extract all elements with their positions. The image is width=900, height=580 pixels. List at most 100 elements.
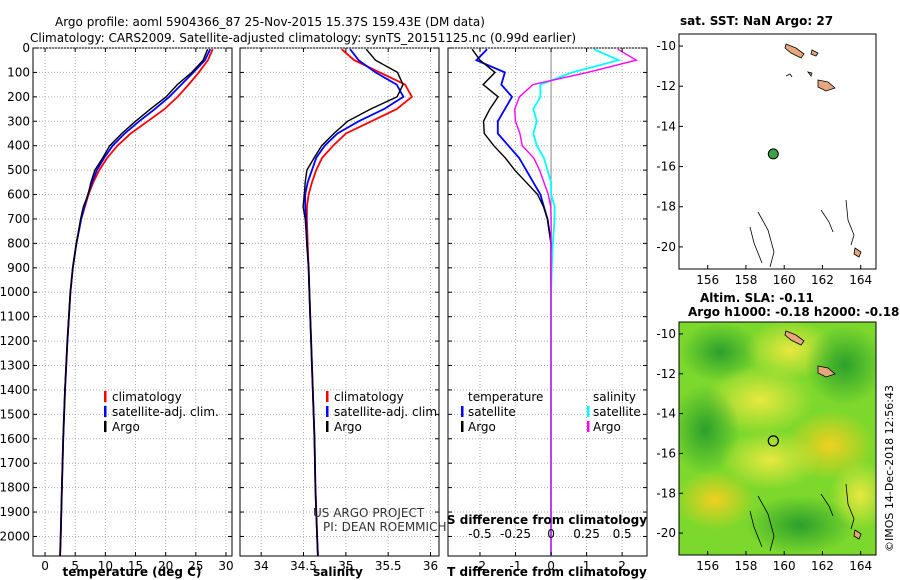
map-x-tick-label: 158 [734,559,757,573]
island-1 [784,330,805,346]
x-tick-label: 2 [618,559,626,573]
header-line2: Climatology: CARS2009. Satellite-adjuste… [30,31,576,45]
island-4 [807,71,813,77]
y-tick-label: 400 [7,139,30,153]
map-x-tick-label: 162 [811,559,834,573]
y-tick-label: 1900 [0,505,30,519]
salinity-legend: climatology satellite-adj. clim. Argo [326,390,441,434]
legend-swatch-argo [326,421,329,432]
x-tick-label: 5 [71,559,79,573]
argo-location-marker [767,435,779,447]
top-x-tick-label: 0 [547,527,555,541]
x-tick-label: 0 [41,559,49,573]
y-tick-label: 100 [7,65,30,79]
reef-small [785,73,793,78]
x-tick-label: -1 [510,559,522,573]
map-x-tick-label: 156 [696,559,719,573]
legend-swatch-satellite [104,406,107,417]
legend-argo: Argo [112,420,140,434]
legend-t-argo: Argo [468,420,496,434]
island-3 [817,365,836,378]
map-y-tick-label: -18 [656,486,676,500]
map-y-tick-label: -12 [656,79,676,93]
island-1 [784,43,805,59]
map-x-tick-label: 164 [849,273,872,287]
legend-climatology: climatology [334,390,404,404]
x-tick-label: 20 [158,559,173,573]
x-tick-label: 30 [218,559,233,573]
x-tick-label: 34 [254,559,269,573]
map-y-tick-label: -16 [656,160,676,174]
map-y-tick-label: -20 [656,240,676,254]
island-5 [853,247,862,258]
reef-outline-1 [820,483,855,530]
sla-blob [830,460,876,530]
reef-outline-2 [749,211,775,268]
temperature-xlabel: temperature (deg C) [63,565,202,579]
legend-climatology: climatology [112,390,182,404]
x-tick-label: 15 [128,559,143,573]
legend-s-argo: Argo [593,420,621,434]
top-x-tick-label: 0.5 [613,527,632,541]
map-y-tick-label: -18 [656,200,676,214]
reef-outline-1 [820,199,855,246]
y-tick-label: 500 [7,163,30,177]
top-x-tick-label: -0.5 [468,527,491,541]
x-tick-label: 25 [188,559,203,573]
legend-swatch-t-argo [461,421,464,432]
legend-salinity-title: salinity [593,390,636,404]
legend-swatch-climatology [326,391,329,402]
x-tick-label: 10 [98,559,113,573]
difference-legend: temperature satellite Argo salinity sate… [461,390,641,434]
tick-layer: 0 5 10 15 20 25 300100200300400500600700800900… [0,41,647,573]
series-line-climatology [59,48,214,557]
x-tick-label: -2 [474,559,486,573]
y-tick-label: 1300 [0,359,30,373]
map-y-tick-label: -10 [656,39,676,53]
curve-layer [59,48,639,557]
x-tick-label: 0 [547,559,555,573]
series-line-temperature-argo [471,48,552,556]
imos-credit: ©IMOS 14-Dec-2018 12:56:43 [883,385,896,552]
y-tick-label: 1000 [0,285,30,299]
series-line-salinity-argo [513,48,639,556]
legend-swatch-t-satellite [461,406,464,417]
map-y-tick-label: -14 [656,119,676,133]
sla-field [679,322,876,555]
legend-satellite: satellite-adj. clim. [112,405,219,419]
island-2 [810,49,819,57]
salinity-panel [239,47,440,557]
y-tick-label: 2000 [0,529,30,543]
legend-swatch-climatology [104,391,107,402]
map-bottom-title2: Argo h1000: -0.18 h2000: -0.18 [688,305,899,319]
y-tick-label: 1100 [0,310,30,324]
map-x-tick-label: 162 [811,273,834,287]
map-x-tick-label: 160 [773,273,796,287]
x-tick-label: 34.5 [290,559,317,573]
island-3 [817,79,836,92]
sla-blob [805,325,876,405]
map-x-tick-label: 158 [734,273,757,287]
y-tick-label: 1500 [0,407,30,421]
legend-swatch-satellite [326,406,329,417]
legend-swatch-argo [104,421,107,432]
series-line-climatology [305,48,414,557]
y-tick-label: 200 [7,90,30,104]
map-y-tick-label: -10 [656,327,676,341]
sla-blob [720,430,820,490]
y-tick-label: 300 [7,114,30,128]
sla-blob [680,322,760,382]
difference-top-xlabel: S difference from climatology [447,513,647,527]
top-x-tick-label: -0.25 [500,527,531,541]
series-line-argo [302,48,404,557]
map-top-coastlines [749,43,862,268]
map-top-title: sat. SST: NaN Argo: 27 [680,14,833,28]
series-line-satellite-adj-clim- [304,48,405,557]
legend-s-satellite: satellite [593,405,641,419]
legend-temperature-title: temperature [468,390,543,404]
y-tick-label: 1700 [0,456,30,470]
map-axis-labels: 156 158 160 162 164 -10 -12 -14 -16 -18 -20 156 158 1… [656,39,872,573]
series-line-satellite-adj-clim- [59,48,212,557]
legend-swatch-s-argo [587,421,590,432]
x-tick-label: 1 [583,559,591,573]
